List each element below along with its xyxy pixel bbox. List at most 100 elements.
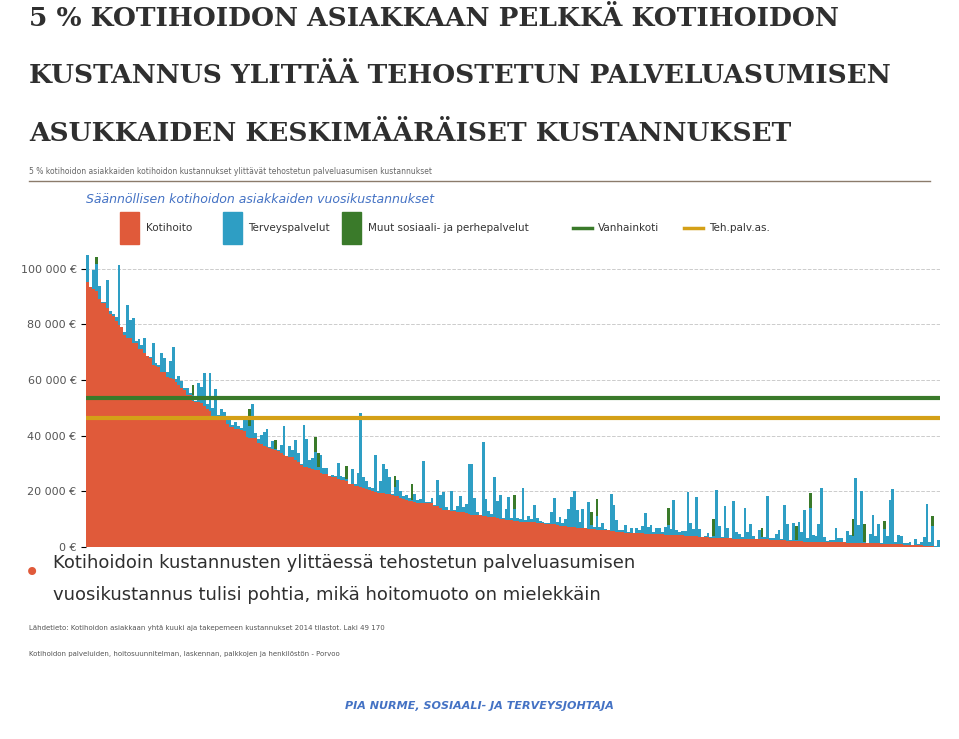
Bar — [180, 389, 183, 547]
Bar — [283, 454, 286, 547]
Bar — [365, 481, 368, 489]
Bar — [243, 432, 246, 547]
Bar — [504, 520, 507, 547]
Bar — [169, 378, 172, 547]
Bar — [892, 544, 895, 547]
Bar — [206, 409, 209, 547]
Bar — [752, 539, 755, 547]
Bar — [869, 534, 872, 543]
Bar — [852, 536, 854, 543]
Bar — [354, 484, 357, 486]
Bar — [928, 546, 931, 547]
Bar — [718, 538, 721, 547]
Bar — [459, 511, 462, 547]
Text: Kotihoidon palveluiden, hoitosuunnitelman, laskennan, palkkojen ja henkilöstön -: Kotihoidon palveluiden, hoitosuunnitelma… — [29, 651, 339, 657]
Bar — [866, 543, 869, 547]
Bar — [215, 389, 217, 416]
Bar — [616, 532, 619, 547]
Bar — [795, 526, 798, 540]
Bar — [687, 492, 690, 536]
Bar — [363, 477, 365, 488]
Bar — [348, 484, 351, 547]
Bar — [104, 303, 106, 547]
Bar — [760, 528, 763, 537]
Bar — [561, 522, 564, 526]
Bar — [189, 395, 192, 547]
Bar — [92, 270, 95, 289]
Bar — [749, 539, 752, 547]
Text: 5 % KOTIHOIDON ASIAKKAAN PELKKÄ KOTIHOIDON: 5 % KOTIHOIDON ASIAKKAAN PELKKÄ KOTIHOID… — [29, 6, 838, 31]
Bar — [692, 536, 695, 547]
Bar — [678, 532, 681, 535]
Bar — [134, 343, 137, 547]
Bar — [387, 494, 390, 547]
Bar — [137, 349, 140, 547]
Bar — [416, 500, 419, 503]
Bar — [413, 494, 416, 502]
Bar — [798, 522, 801, 541]
Bar — [857, 525, 860, 543]
Bar — [228, 426, 231, 547]
Bar — [345, 466, 348, 479]
Bar — [140, 344, 143, 350]
Bar — [519, 522, 522, 547]
Bar — [354, 486, 357, 547]
Bar — [271, 440, 274, 449]
Bar — [852, 519, 854, 536]
Bar — [240, 429, 243, 547]
Bar — [533, 505, 536, 522]
Bar — [283, 426, 286, 454]
Bar — [883, 544, 886, 547]
Bar — [875, 536, 877, 543]
Bar — [222, 212, 242, 244]
Bar — [456, 511, 459, 547]
Bar — [646, 528, 649, 534]
Bar — [883, 528, 886, 544]
Bar — [410, 484, 413, 500]
Bar — [727, 528, 729, 538]
Bar — [610, 494, 613, 531]
Bar — [880, 544, 883, 547]
Bar — [877, 524, 880, 543]
Bar — [655, 534, 658, 547]
Bar — [639, 530, 641, 533]
Bar — [675, 535, 678, 547]
Bar — [766, 539, 769, 547]
Bar — [351, 469, 354, 485]
Bar — [678, 535, 681, 547]
Bar — [510, 520, 513, 547]
Bar — [305, 439, 308, 467]
Bar — [527, 516, 530, 522]
Bar — [363, 488, 365, 547]
Bar — [289, 457, 292, 547]
Bar — [567, 509, 570, 527]
Bar — [669, 535, 672, 547]
Bar — [269, 448, 271, 547]
Bar — [157, 364, 160, 367]
Bar — [807, 542, 809, 547]
Bar — [624, 525, 627, 533]
Bar — [593, 529, 596, 547]
Text: •: • — [24, 559, 40, 588]
Bar — [860, 543, 863, 547]
Bar — [598, 527, 601, 530]
Text: Terveyspalvelut: Terveyspalvelut — [248, 223, 330, 233]
Bar — [649, 525, 652, 534]
Bar — [371, 488, 374, 491]
Bar — [200, 403, 203, 547]
Bar — [784, 540, 786, 547]
Bar — [863, 543, 866, 547]
Bar — [95, 265, 98, 291]
Bar — [931, 516, 934, 526]
Bar — [481, 441, 484, 516]
Bar — [550, 512, 553, 524]
Bar — [718, 526, 721, 538]
Bar — [533, 522, 536, 547]
Bar — [695, 497, 698, 537]
Bar — [319, 455, 322, 473]
Bar — [573, 491, 575, 528]
Bar — [454, 511, 456, 547]
Bar — [875, 543, 877, 547]
Bar — [846, 531, 849, 542]
Bar — [610, 531, 613, 547]
